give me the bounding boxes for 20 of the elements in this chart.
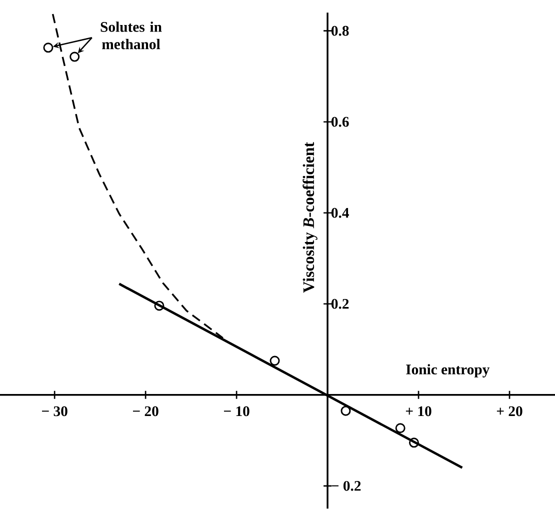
point	[154, 300, 164, 311]
point	[340, 406, 351, 416]
y-tick-label: 0.8	[331, 26, 349, 36]
x-tick-label: − 20	[133, 406, 158, 416]
x-tick-label: − 10	[224, 406, 250, 416]
point	[395, 423, 406, 434]
x-tick-label: + 20	[496, 406, 522, 416]
y-tick-label: 0.4	[331, 208, 349, 218]
y-axis-title: Viscosity B-coefficient	[302, 142, 318, 293]
point	[408, 438, 419, 448]
annotation: Solutes in methanol	[100, 22, 162, 50]
y-tick-label: 0.6	[331, 116, 349, 127]
y-tick-label: 0.2	[331, 298, 349, 309]
x-tick-label: + 10	[406, 406, 432, 416]
x-tick-label: − 30	[42, 406, 68, 416]
point	[70, 52, 80, 62]
point	[43, 42, 54, 53]
y-tick-label: − 0.2	[332, 480, 361, 491]
point	[270, 356, 280, 366]
x-axis-title: Ionic entropy	[406, 364, 490, 378]
